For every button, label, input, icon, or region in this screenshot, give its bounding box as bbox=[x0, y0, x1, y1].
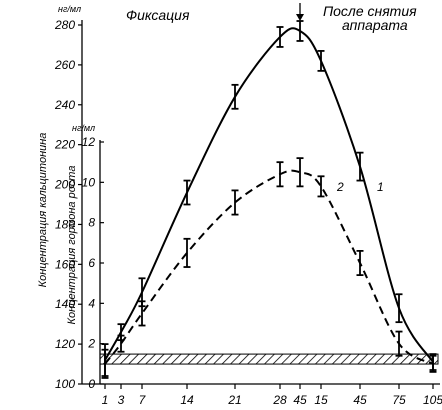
y2-tick-label: 6 bbox=[88, 256, 95, 270]
header-after-removal-line2: аппарата bbox=[342, 17, 408, 33]
y2-tick-label: 0 bbox=[88, 377, 95, 391]
y1-tick-label: 180 bbox=[55, 217, 75, 231]
y1-unit: нг/мл bbox=[58, 4, 81, 14]
y1-tick-label: 220 bbox=[54, 138, 75, 152]
header-fixation: Фиксация bbox=[126, 7, 190, 23]
series-2-label: 2 bbox=[336, 180, 344, 194]
y1-tick-label: 260 bbox=[54, 58, 75, 72]
y1-tick-label: 140 bbox=[55, 297, 75, 311]
x-tick-label: 14 bbox=[180, 393, 194, 407]
y2-axis-label: Концентрация гормона роста bbox=[66, 166, 78, 325]
y1-tick-label: 120 bbox=[55, 337, 75, 351]
y1-axis-label: Концентрация кальцитонина bbox=[37, 133, 49, 288]
y1-tick-label: 240 bbox=[54, 98, 75, 112]
series-1-line bbox=[104, 27, 434, 363]
y2-tick-label: 8 bbox=[88, 216, 95, 230]
y1-tick-label: 100 bbox=[55, 377, 75, 391]
x-tick-label: 21 bbox=[227, 393, 241, 407]
y1-tick-label: 280 bbox=[54, 18, 75, 32]
y1-tick-label: 160 bbox=[55, 257, 75, 271]
baseline-band bbox=[99, 353, 439, 365]
y2-tick-label: 12 bbox=[82, 135, 96, 149]
y1-tick-label: 200 bbox=[54, 178, 75, 192]
x-tick-label: 3 bbox=[118, 393, 125, 407]
x-tick-label: 45 bbox=[293, 393, 307, 407]
series-1-label: 1 bbox=[377, 180, 384, 194]
x-tick-label: 1 bbox=[102, 393, 109, 407]
arrow-marker bbox=[296, 3, 304, 21]
x-tick-label: 28 bbox=[272, 393, 287, 407]
x-tick-label: 45 bbox=[353, 393, 367, 407]
y2-unit: нг/мл bbox=[72, 123, 95, 133]
header-after-removal-line1: После снятия bbox=[323, 3, 417, 19]
y2-tick-label: 2 bbox=[87, 337, 95, 351]
y2-tick-label: 4 bbox=[88, 296, 95, 310]
x-tick-label: 75 bbox=[392, 393, 406, 407]
y2-tick-label: 10 bbox=[82, 175, 96, 189]
x-tick-label: 7 bbox=[139, 393, 147, 407]
x-tick-label: 105 bbox=[423, 393, 442, 407]
x-tick-label: 15 bbox=[314, 393, 328, 407]
